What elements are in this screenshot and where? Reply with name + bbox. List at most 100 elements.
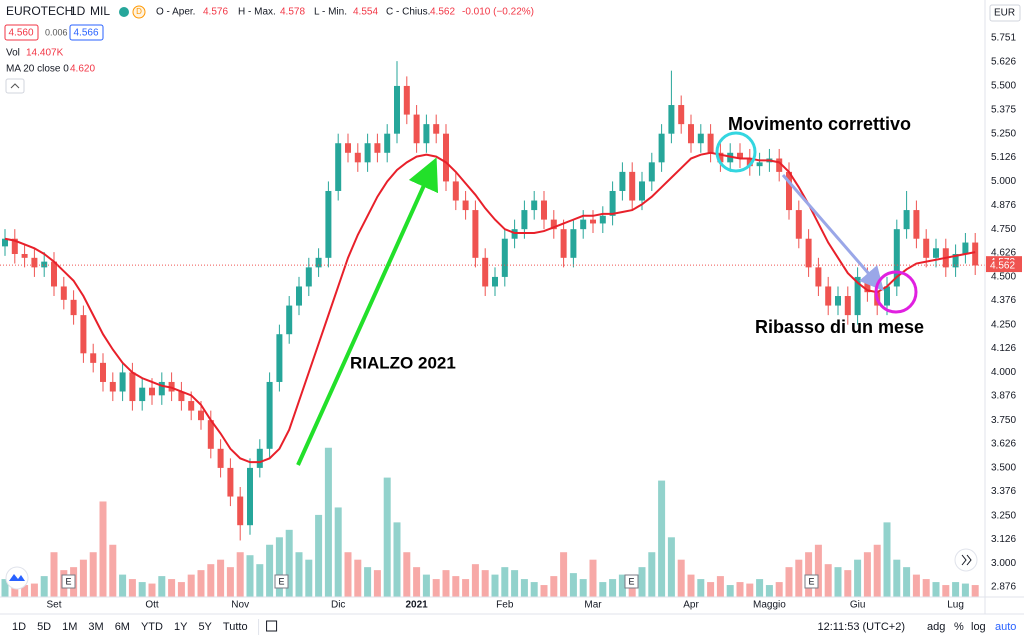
bid: 4.560	[8, 28, 33, 39]
calendar-icon	[266, 620, 278, 632]
y-tick-label: 4.750	[991, 224, 1016, 235]
volume-bar	[393, 522, 401, 597]
volume-bar	[324, 447, 332, 597]
annotation: Ribasso di un mese	[755, 317, 924, 337]
candle-body	[149, 387, 155, 396]
candle-body	[648, 162, 655, 182]
volume-bar	[315, 514, 323, 597]
volume-bar	[168, 579, 176, 597]
volume-bar	[609, 579, 617, 597]
candle-body	[531, 200, 538, 211]
candle-body	[266, 381, 273, 449]
range-button[interactable]: 1M	[62, 621, 77, 633]
y-tick-label: 3.250	[991, 510, 1016, 521]
highlight-circle	[874, 270, 918, 314]
volume-bar	[550, 576, 558, 597]
candle-body	[609, 190, 616, 216]
candle-body	[345, 143, 351, 153]
volume-bar	[707, 582, 715, 597]
volume-bar	[403, 552, 411, 597]
candle-body	[962, 242, 969, 255]
earnings-box[interactable]	[804, 574, 819, 589]
candle-body	[139, 387, 146, 402]
range-button[interactable]: 5D	[37, 621, 51, 633]
candle-body	[247, 467, 253, 526]
volume-bar	[442, 570, 450, 597]
volume-bar	[432, 579, 440, 597]
candle-body	[972, 242, 979, 266]
range-button[interactable]: 1D	[12, 621, 26, 633]
range-button[interactable]: YTD	[141, 621, 163, 633]
candle-body	[364, 143, 371, 163]
range-button[interactable]: 5Y	[198, 621, 212, 633]
candle-body	[21, 254, 28, 258]
ma-label: MA 20 close 0	[6, 64, 69, 75]
volume-bar	[119, 574, 127, 597]
range-button[interactable]: 1Y	[174, 621, 188, 633]
volume-bar	[658, 480, 666, 597]
volume-bar	[756, 579, 764, 597]
candle-body	[60, 286, 67, 300]
y-tick-label: 3.126	[991, 534, 1016, 545]
scale-option[interactable]: auto	[995, 621, 1016, 633]
candle-body	[923, 238, 930, 258]
volume-bar	[40, 576, 48, 597]
volume-bar	[961, 583, 969, 597]
candle-body	[100, 362, 106, 382]
candle-body	[188, 401, 195, 411]
volume-bar	[21, 585, 29, 597]
volume-bar	[491, 574, 499, 597]
candle-body	[296, 286, 302, 306]
candle-body	[413, 114, 420, 144]
rise-arrow	[296, 157, 439, 466]
volume-bar	[50, 552, 58, 597]
earnings-box[interactable]	[61, 574, 76, 589]
earnings-box[interactable]	[624, 574, 639, 589]
y-tick-label: 5.126	[991, 152, 1016, 163]
volume-bar	[148, 583, 156, 597]
x-tick-label: Maggio	[753, 600, 786, 611]
candle-body	[423, 124, 430, 144]
collapse-button[interactable]	[5, 78, 25, 94]
candle-body	[952, 254, 959, 268]
earnings-box[interactable]	[274, 574, 289, 589]
scale-option[interactable]: adg	[927, 621, 945, 633]
volume-bar	[256, 564, 264, 597]
candle-body	[590, 219, 596, 224]
candle-body	[688, 124, 694, 144]
range-button[interactable]: 6M	[115, 621, 130, 633]
volume-bar	[971, 585, 979, 597]
c-label: C - Chius.	[386, 7, 430, 18]
scale-option[interactable]: log	[971, 621, 986, 633]
bid-box[interactable]	[4, 24, 39, 41]
ask-box[interactable]	[69, 24, 104, 41]
volume-bar	[599, 582, 607, 597]
y-tick-label: 4.000	[991, 367, 1016, 378]
volume-bar	[844, 570, 852, 597]
currency: EUR	[994, 8, 1015, 19]
volume-bar	[873, 544, 881, 597]
currency-button[interactable]	[989, 4, 1021, 22]
volume-bar	[589, 559, 597, 597]
volume-bar	[158, 576, 166, 597]
earnings-label: E	[278, 576, 284, 586]
y-tick-label: 4.126	[991, 343, 1016, 354]
volume-bar	[236, 552, 244, 597]
range-button[interactable]: 3M	[88, 621, 103, 633]
candle-body	[893, 229, 900, 287]
candle-body	[452, 181, 459, 201]
x-tick-label: Apr	[683, 600, 699, 611]
x-tick-label: Dic	[331, 600, 345, 611]
range-button[interactable]: Tutto	[223, 621, 248, 633]
collapse-icon	[10, 83, 20, 89]
x-tick-label: 2021	[405, 600, 428, 611]
delay-badge	[132, 5, 146, 19]
volume-bar	[334, 507, 342, 597]
x-tick-label: Ott	[145, 600, 159, 611]
candle-body	[815, 267, 822, 287]
x-tick-label: Mar	[584, 600, 602, 611]
o-value: 4.576	[203, 7, 228, 18]
scale-option[interactable]: %	[954, 621, 964, 633]
